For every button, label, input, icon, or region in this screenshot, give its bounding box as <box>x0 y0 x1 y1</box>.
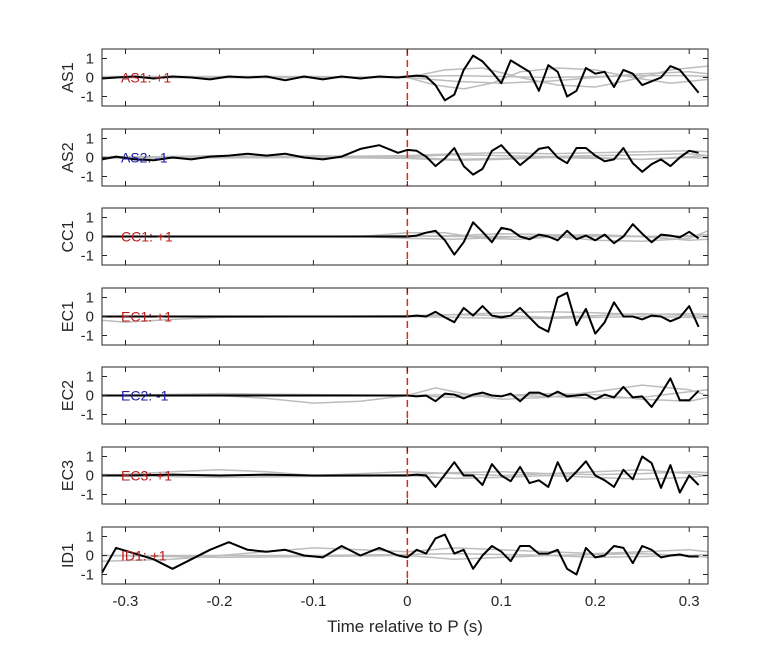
x-tick-label: 0 <box>403 593 411 610</box>
y-tick-label: 1 <box>86 449 94 466</box>
y-tick-label: 1 <box>86 369 94 386</box>
main-trace-ec3 <box>102 455 700 494</box>
y-tick-label: -1 <box>81 169 94 186</box>
background-trace-as2-3 <box>102 150 708 159</box>
x-tick-label: 0.3 <box>679 593 700 610</box>
station-polarity-label-ec3: EC3: +1 <box>121 468 172 484</box>
y-tick-label: -1 <box>81 89 94 106</box>
y-tick-label: 0 <box>86 548 94 565</box>
background-trace-ec2-1 <box>102 384 708 404</box>
main-trace-ec1 <box>102 291 700 335</box>
background-trace-cc1-3 <box>102 230 708 243</box>
y-tick-label: 0 <box>86 70 94 87</box>
y-tick-label: -1 <box>81 248 94 265</box>
station-polarity-label-as2: AS2: -1 <box>121 150 168 166</box>
y-tick-label: 0 <box>86 388 94 405</box>
station-polarity-label-ec2: EC2: -1 <box>121 388 169 404</box>
y-axis-label-as1: AS1 <box>60 62 77 92</box>
background-trace-as2-4 <box>102 156 708 162</box>
x-tick-label: -0.3 <box>113 593 139 610</box>
x-axis-tick-labels: -0.3 -0.2 -0.1 0 0.1 0.2 0.3 <box>113 593 700 610</box>
main-trace-cc1 <box>102 221 700 256</box>
main-trace-ec2 <box>102 377 700 408</box>
y-axis-label-ec2: EC2 <box>60 380 77 411</box>
x-tick-label: -0.1 <box>300 593 326 610</box>
y-tick-label: 0 <box>86 468 94 485</box>
main-trace-as2 <box>102 144 699 176</box>
y-tick-label: -1 <box>81 567 94 584</box>
main-trace-id1 <box>102 533 699 576</box>
x-tick-label: -0.2 <box>207 593 233 610</box>
y-tick-label: 0 <box>86 309 94 326</box>
y-tick-label: 1 <box>86 529 94 546</box>
y-tick-label: 1 <box>86 51 94 68</box>
y-tick-label: -1 <box>81 328 94 345</box>
station-polarity-label-ec1: EC1: +1 <box>121 309 172 325</box>
x-axis-label: Time relative to P (s) <box>327 617 483 636</box>
y-tick-label: 1 <box>86 290 94 307</box>
y-axis-label-ec1: EC1 <box>60 301 77 332</box>
y-axis-label-as2: AS2 <box>60 142 77 172</box>
background-trace-id1-2 <box>102 554 708 561</box>
background-trace-as1-4 <box>102 71 708 84</box>
y-axis-label-cc1: CC1 <box>60 220 77 252</box>
background-trace-ec3-1 <box>102 469 708 477</box>
y-tick-label: 1 <box>86 210 94 227</box>
y-tick-label: 0 <box>86 150 94 167</box>
x-tick-label: 0.1 <box>491 593 512 610</box>
y-tick-label: 0 <box>86 229 94 246</box>
main-trace-as1 <box>102 54 700 102</box>
station-polarity-label-id1: ID1: +1 <box>121 548 167 564</box>
y-tick-label: -1 <box>81 487 94 504</box>
station-polarity-label-cc1: CC1: +1 <box>121 229 173 245</box>
station-polarity-label-as1: AS1: +1 <box>121 70 171 86</box>
y-axis-label-id1: ID1 <box>60 543 77 568</box>
x-tick-label: 0.2 <box>585 593 606 610</box>
y-axis-label-ec3: EC3 <box>60 460 77 491</box>
y-tick-label: 1 <box>86 131 94 148</box>
y-tick-label: -1 <box>81 407 94 424</box>
